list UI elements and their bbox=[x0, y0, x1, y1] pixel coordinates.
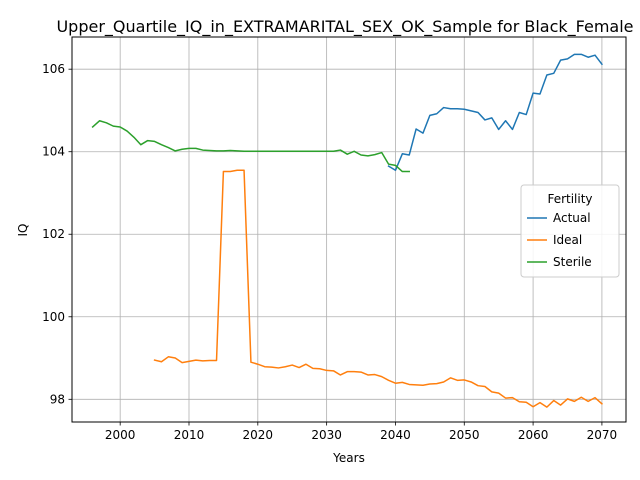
x-axis-label: Years bbox=[332, 451, 365, 465]
legend-label-actual: Actual bbox=[553, 211, 591, 225]
series-line-actual bbox=[387, 53, 603, 172]
x-tick-label: 2040 bbox=[380, 428, 411, 442]
y-tick-label: 100 bbox=[42, 310, 65, 324]
legend-label-ideal: Ideal bbox=[553, 233, 582, 247]
legend-label-sterile: Sterile bbox=[553, 255, 592, 269]
y-tick-label: 98 bbox=[50, 392, 65, 406]
x-tick-label: 2010 bbox=[174, 428, 205, 442]
x-axis-ticks: 2000 2010 2020 2030 2040 2050 2060 2070 bbox=[105, 422, 617, 442]
x-tick-label: 2030 bbox=[311, 428, 342, 442]
y-axis-label: IQ bbox=[16, 224, 30, 237]
legend: Fertility Actual Ideal Sterile bbox=[520, 184, 620, 278]
series-line-sterile bbox=[91, 120, 410, 173]
y-tick-label: 106 bbox=[42, 62, 65, 76]
series-lines bbox=[91, 53, 603, 408]
legend-title: Fertility bbox=[547, 192, 592, 206]
chart-title: Upper_Quartile_IQ_in_EXTRAMARITAL_SEX_OK… bbox=[56, 17, 633, 37]
y-axis-ticks: 98 100 102 104 106 bbox=[42, 62, 72, 406]
y-tick-label: 104 bbox=[42, 145, 65, 159]
x-tick-label: 2050 bbox=[449, 428, 480, 442]
legend-box bbox=[520, 184, 620, 278]
x-tick-label: 2000 bbox=[105, 428, 136, 442]
series-line-ideal bbox=[153, 169, 603, 408]
x-tick-label: 2060 bbox=[518, 428, 549, 442]
y-tick-label: 102 bbox=[42, 227, 65, 241]
x-tick-label: 2070 bbox=[587, 428, 618, 442]
x-tick-label: 2020 bbox=[243, 428, 274, 442]
plot-area-frame bbox=[71, 36, 627, 423]
